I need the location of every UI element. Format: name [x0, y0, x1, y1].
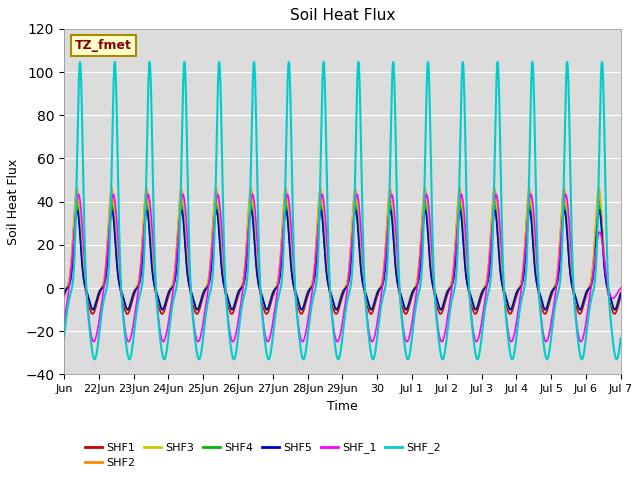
Line: SHF_2: SHF_2: [64, 62, 621, 359]
SHF3: [617, 289, 625, 295]
SHF5: [523, 237, 531, 243]
SHF4: [617, 290, 625, 296]
SHF2: [73, 186, 81, 192]
SHF5: [364, 296, 371, 301]
SHF3: [89, 307, 97, 312]
SHF4: [523, 234, 531, 240]
SHF4: [89, 307, 97, 312]
SHF5: [74, 207, 81, 213]
SHF1: [351, 194, 359, 200]
SHF_1: [75, 192, 83, 197]
Legend: SHF1, SHF2, SHF3, SHF4, SHF5, SHF_1, SHF_2: SHF1, SHF2, SHF3, SHF4, SHF5, SHF_1, SHF…: [81, 438, 445, 472]
Line: SHF2: SHF2: [64, 189, 621, 310]
SHF_1: [537, 312, 545, 318]
SHF5: [176, 222, 184, 228]
SHF3: [351, 190, 359, 196]
SHF2: [364, 297, 371, 302]
SHF4: [74, 203, 81, 209]
SHF_1: [393, 248, 401, 253]
SHF_1: [90, 339, 97, 345]
SHF1: [617, 294, 625, 300]
SHF3: [523, 215, 531, 221]
Title: Soil Heat Flux: Soil Heat Flux: [290, 9, 395, 24]
Text: TZ_fmet: TZ_fmet: [75, 39, 132, 52]
SHF4: [537, 295, 545, 300]
SHF4: [364, 296, 371, 301]
X-axis label: Time: Time: [327, 400, 358, 413]
Line: SHF3: SHF3: [64, 193, 621, 310]
SHF_2: [495, 96, 503, 102]
SHF_2: [60, 335, 68, 340]
SHF4: [60, 290, 68, 296]
SHF5: [60, 290, 68, 296]
SHF5: [495, 256, 503, 262]
Line: SHF1: SHF1: [64, 197, 621, 314]
SHF3: [393, 273, 401, 279]
SHF5: [89, 307, 97, 312]
SHF1: [523, 218, 531, 224]
SHF_1: [176, 214, 184, 220]
SHF2: [523, 212, 531, 218]
SHF1: [495, 251, 503, 256]
SHF_2: [76, 59, 84, 65]
SHF5: [393, 277, 401, 283]
SHF_2: [393, 202, 401, 208]
SHF4: [495, 255, 503, 261]
SHF1: [89, 311, 97, 317]
Line: SHF5: SHF5: [64, 210, 621, 310]
SHF4: [176, 218, 184, 224]
SHF2: [89, 307, 97, 312]
SHF2: [176, 196, 184, 202]
SHF_2: [537, 316, 545, 322]
SHF5: [537, 295, 545, 300]
SHF3: [495, 248, 503, 254]
SHF_1: [523, 228, 531, 234]
SHF_1: [617, 285, 625, 291]
SHF2: [537, 296, 545, 301]
SHF_2: [91, 356, 99, 362]
SHF_2: [364, 318, 371, 324]
SHF_1: [60, 319, 68, 325]
SHF1: [364, 302, 371, 308]
SHF3: [537, 296, 545, 301]
SHF1: [60, 293, 68, 299]
SHF_1: [495, 215, 503, 220]
SHF_1: [364, 315, 371, 321]
SHF_2: [617, 336, 625, 341]
SHF1: [393, 276, 401, 281]
SHF_2: [176, 233, 184, 239]
SHF4: [393, 277, 401, 283]
SHF1: [175, 205, 183, 211]
SHF2: [393, 273, 401, 278]
SHF2: [60, 289, 68, 295]
SHF3: [175, 202, 183, 207]
SHF5: [617, 290, 625, 296]
SHF2: [495, 246, 503, 252]
Line: SHF4: SHF4: [64, 206, 621, 310]
Y-axis label: Soil Heat Flux: Soil Heat Flux: [6, 158, 20, 245]
SHF_2: [523, 261, 531, 267]
SHF2: [617, 289, 625, 295]
SHF1: [537, 301, 545, 307]
SHF3: [364, 297, 371, 302]
Line: SHF_1: SHF_1: [64, 194, 621, 342]
SHF3: [60, 289, 68, 295]
